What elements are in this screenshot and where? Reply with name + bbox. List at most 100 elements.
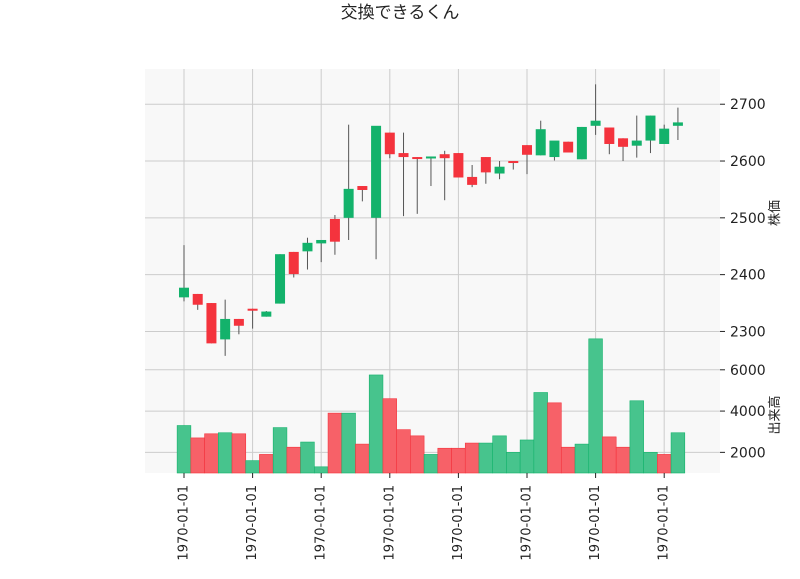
candle-body (412, 157, 423, 160)
candle-body (672, 122, 683, 126)
candle-body (371, 125, 382, 218)
candle-body (631, 140, 642, 146)
volume-bar (272, 427, 288, 474)
volume-bar (643, 452, 658, 474)
x-tick-label: 1970-01-01 (520, 485, 535, 561)
candle-body (563, 141, 574, 153)
volume-bar (382, 398, 397, 474)
volume-tick-label: 6000 (730, 363, 766, 379)
volume-tick-label: 4000 (730, 404, 766, 420)
volume-bar (341, 412, 356, 474)
candle-body (247, 308, 258, 311)
candle-body (535, 129, 546, 156)
volume-bar (437, 447, 452, 474)
volume-bar (190, 437, 205, 474)
volume-bar (286, 446, 301, 474)
volume-bar (547, 402, 562, 474)
volume-series (176, 338, 686, 474)
candle-body (288, 251, 299, 275)
volume-bar (355, 443, 370, 474)
price-panel-background (145, 69, 720, 357)
volume-bar (670, 432, 686, 474)
x-tick-label: 1970-01-01 (382, 485, 397, 561)
volume-bar (602, 436, 617, 474)
volume-bar (245, 460, 260, 474)
candle-body (329, 218, 340, 242)
volume-bar (218, 432, 233, 474)
candle-body (316, 239, 327, 244)
candle-body (659, 128, 670, 144)
price-axis: 2300 2400 2500 2600 2700 (720, 97, 766, 340)
candle-body (192, 293, 203, 305)
candle-body (645, 115, 656, 141)
price-tick-label: 2400 (730, 268, 766, 284)
candle-body (275, 254, 286, 304)
candle-body (220, 318, 231, 340)
candle-body (480, 157, 491, 173)
x-tick-label: 1970-01-01 (245, 485, 260, 561)
candle-body (357, 186, 368, 190)
candle-body (439, 154, 450, 159)
candle-body (398, 153, 409, 158)
chart-title: 交換できるくん (341, 3, 460, 23)
x-tick-label: 1970-01-01 (657, 485, 672, 561)
volume-bar (396, 429, 411, 474)
price-grid (145, 103, 720, 332)
candle-body (494, 166, 505, 174)
price-axis-label: 株価 (768, 200, 783, 226)
volume-bar (327, 412, 343, 474)
candlestick-series (179, 84, 683, 356)
volume-bar (492, 435, 507, 474)
x-tick-label: 1970-01-01 (588, 485, 603, 561)
candle-body (549, 140, 560, 158)
volume-bar (533, 392, 548, 474)
price-tick-label: 2700 (730, 97, 766, 113)
candle-body (467, 176, 478, 185)
price-tick-label: 2300 (730, 324, 766, 340)
volume-axis: 2000 4000 6000 (720, 363, 766, 461)
volume-bar (259, 454, 274, 474)
candle-body (233, 318, 244, 326)
volume-bar (451, 447, 466, 474)
price-tick-label: 2600 (730, 154, 766, 170)
volume-bar (231, 433, 247, 474)
candle-body (261, 311, 272, 317)
candle-body (604, 127, 615, 144)
volume-bar (615, 446, 631, 474)
volume-bar (588, 338, 603, 474)
candle-body (453, 153, 464, 178)
candle-body (618, 138, 629, 147)
volume-bar (560, 446, 576, 474)
volume-bar (464, 442, 480, 474)
candle-body (302, 242, 313, 252)
candle-body (522, 145, 532, 155)
price-tick-label: 2500 (730, 211, 766, 227)
candle-body (508, 161, 519, 164)
volume-bar (506, 452, 521, 474)
candle-body (343, 188, 354, 218)
volume-axis-label: 出来高 (767, 395, 783, 434)
volume-bar (574, 443, 590, 474)
volume-bar (300, 441, 315, 474)
volume-bar (423, 454, 439, 474)
candle-body (425, 156, 436, 159)
volume-bar (410, 435, 425, 474)
candle-body (179, 287, 189, 298)
candle-body (576, 126, 587, 160)
volume-bar (204, 433, 219, 474)
volume-bar (519, 439, 535, 474)
x-tick-label: 1970-01-01 (451, 485, 466, 561)
candle-body (384, 132, 395, 155)
volume-bar (368, 374, 384, 474)
volume-bar (314, 466, 329, 474)
candle-body (590, 120, 601, 126)
volume-bar (176, 425, 192, 474)
volume-tick-label: 2000 (730, 445, 766, 461)
x-tick-label: 1970-01-01 (177, 485, 192, 561)
x-axis: 1970-01-01 1970-01-01 1970-01-01 1970-01-01… (177, 473, 672, 561)
candle-body (206, 303, 217, 344)
volume-bar (629, 400, 644, 474)
volume-bar (478, 442, 494, 474)
